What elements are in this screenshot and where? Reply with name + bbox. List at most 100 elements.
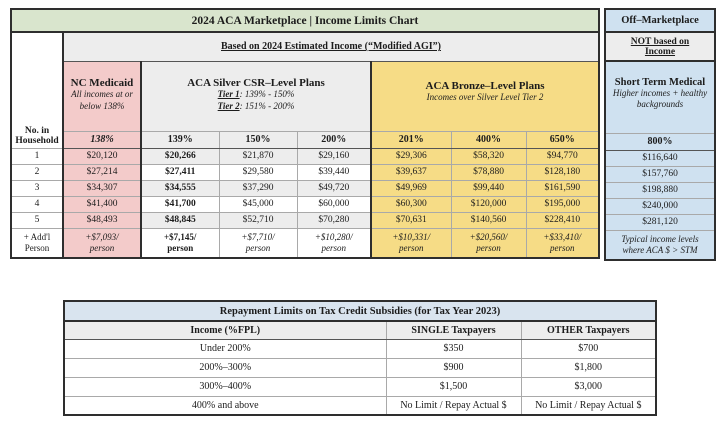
- stm-note: Higher incomes + healthy backgrounds: [612, 88, 708, 110]
- value-400: $78,880: [450, 163, 527, 181]
- percent-header-650: 650%: [525, 130, 600, 149]
- household-size: 1: [10, 147, 64, 165]
- medicaid-title: NC Medicaid: [70, 77, 134, 90]
- income-bracket: Under 200%: [63, 338, 387, 359]
- household-size: 3: [10, 179, 64, 197]
- value-200: $70,280: [296, 211, 372, 229]
- short-term-medical-header: Short Term Medical Higher incomes + heal…: [604, 60, 716, 134]
- value-201: $39,637: [370, 163, 452, 181]
- percent-header-201: 201%: [370, 130, 452, 149]
- value-150: +$7,710/ person: [218, 227, 298, 259]
- repayment-row-1: Under 200% $350 $700: [63, 338, 657, 359]
- percent-header-400: 400%: [450, 130, 527, 149]
- income-bracket: 300%–400%: [63, 376, 387, 397]
- percent-header-200: 200%: [296, 130, 372, 149]
- value-201: $29,306: [370, 147, 452, 165]
- repayment-header-single: SINGLE Taxpayers: [385, 320, 522, 340]
- value-138: $20,120: [62, 147, 142, 165]
- income-row-4: 4 $41,400 $41,700 $45,000 $60,000 $60,30…: [10, 195, 600, 213]
- value-139: $48,845: [140, 211, 220, 229]
- value-400: $140,560: [450, 211, 527, 229]
- bronze-title: ACA Bronze–Level Plans: [425, 79, 545, 92]
- value-138: $48,493: [62, 211, 142, 229]
- percent-header-800: 800%: [604, 132, 716, 151]
- value-200: $39,440: [296, 163, 372, 181]
- repayment-header-income: Income (%FPL): [63, 320, 387, 340]
- value-200: +$10,280/ person: [296, 227, 372, 259]
- percent-header-138: 138%: [62, 130, 142, 149]
- income-bracket: 400% and above: [63, 395, 387, 416]
- silver-tier2-label: Tier 2: [217, 100, 240, 111]
- stm-value-4: $240,000: [604, 197, 716, 215]
- silver-tier1-label: Tier 1: [217, 89, 240, 100]
- single-limit: No Limit / Repay Actual $: [385, 395, 522, 416]
- value-139: +$7,145/ person: [140, 227, 220, 259]
- bronze-note: Incomes over Silver Level Tier 2: [426, 91, 544, 102]
- value-150: $45,000: [218, 195, 298, 213]
- chart-subtitle: Based on 2024 Estimated Income (“Modifie…: [62, 31, 600, 62]
- single-limit: $350: [385, 338, 522, 359]
- household-size: 5: [10, 211, 64, 229]
- repayment-row-3: 300%–400% $1,500 $3,000: [63, 376, 657, 397]
- value-650: $228,410: [525, 211, 600, 229]
- value-200: $49,720: [296, 179, 372, 197]
- silver-tier2-range: : 151% - 200%: [239, 100, 295, 111]
- single-limit: $1,500: [385, 376, 522, 397]
- value-400: $120,000: [450, 195, 527, 213]
- stm-value-3: $198,880: [604, 181, 716, 199]
- other-limit: No Limit / Repay Actual $: [520, 395, 657, 416]
- value-201: $49,969: [370, 179, 452, 197]
- other-limit: $700: [520, 338, 657, 359]
- income-row-3: 3 $34,307 $34,555 $37,290 $49,720 $49,96…: [10, 179, 600, 197]
- value-138: $41,400: [62, 195, 142, 213]
- repayment-table-title: Repayment Limits on Tax Credit Subsidies…: [63, 300, 657, 322]
- value-139: $41,700: [140, 195, 220, 213]
- other-limit: $1,800: [520, 357, 657, 378]
- value-200: $60,000: [296, 195, 372, 213]
- household-size: 4: [10, 195, 64, 213]
- value-400: +$20,560/ person: [450, 227, 527, 259]
- silver-title: ACA Silver CSR–Level Plans: [187, 77, 325, 90]
- additional-person-row: + Add'l Person +$7,093/ person +$7,145/ …: [10, 227, 600, 259]
- not-based-on-income-label: NOT based on Income: [604, 31, 716, 62]
- value-650: $161,590: [525, 179, 600, 197]
- off-marketplace-header: Off–Marketplace: [604, 8, 716, 33]
- other-limit: $3,000: [520, 376, 657, 397]
- percent-header-139: 139%: [140, 130, 220, 149]
- repayment-limits-table: Repayment Limits on Tax Credit Subsidies…: [63, 300, 658, 416]
- value-150: $37,290: [218, 179, 298, 197]
- silver-tiers: Tier 1: 139% - 150% Tier 2: 151% - 200%: [218, 89, 295, 112]
- medicaid-note: All incomes at or below 138%: [71, 89, 133, 111]
- off-marketplace-panel: Off–Marketplace NOT based on Income Shor…: [604, 8, 716, 261]
- repayment-header-other: OTHER Taxpayers: [520, 320, 657, 340]
- single-limit: $900: [385, 357, 522, 378]
- value-650: $94,770: [525, 147, 600, 165]
- repayment-row-2: 200%–300% $900 $1,800: [63, 357, 657, 378]
- value-400: $99,440: [450, 179, 527, 197]
- value-650: $128,180: [525, 163, 600, 181]
- income-row-1: 1 $20,120 $20,266 $21,870 $29,160 $29,30…: [10, 147, 600, 165]
- value-650: +$33,410/ person: [525, 227, 600, 259]
- income-row-2: 2 $27,214 $27,411 $29,580 $39,440 $39,63…: [10, 163, 600, 181]
- stm-title: Short Term Medical: [614, 77, 706, 88]
- value-400: $58,320: [450, 147, 527, 165]
- value-139: $20,266: [140, 147, 220, 165]
- value-139: $27,411: [140, 163, 220, 181]
- stm-value-2: $157,760: [604, 165, 716, 183]
- silver-group-header: ACA Silver CSR–Level Plans Tier 1: 139% …: [140, 60, 372, 132]
- main-income-chart-table: 2024 ACA Marketplace | Income Limits Cha…: [10, 8, 601, 259]
- value-650: $195,000: [525, 195, 600, 213]
- household-size: 2: [10, 163, 64, 181]
- chart-title: 2024 ACA Marketplace | Income Limits Cha…: [10, 8, 600, 33]
- value-201: $60,300: [370, 195, 452, 213]
- value-138: +$7,093/ person: [62, 227, 142, 259]
- income-bracket: 200%–300%: [63, 357, 387, 378]
- household-column-header: No. in Household: [10, 31, 64, 149]
- value-200: $29,160: [296, 147, 372, 165]
- value-138: $27,214: [62, 163, 142, 181]
- additional-person-label: + Add'l Person: [10, 227, 64, 259]
- value-138: $34,307: [62, 179, 142, 197]
- stm-value-1: $116,640: [604, 149, 716, 167]
- bronze-group-header: ACA Bronze–Level Plans Incomes over Silv…: [370, 60, 600, 132]
- stm-footer-note: Typical income levels where ACA $ > STM: [604, 229, 716, 261]
